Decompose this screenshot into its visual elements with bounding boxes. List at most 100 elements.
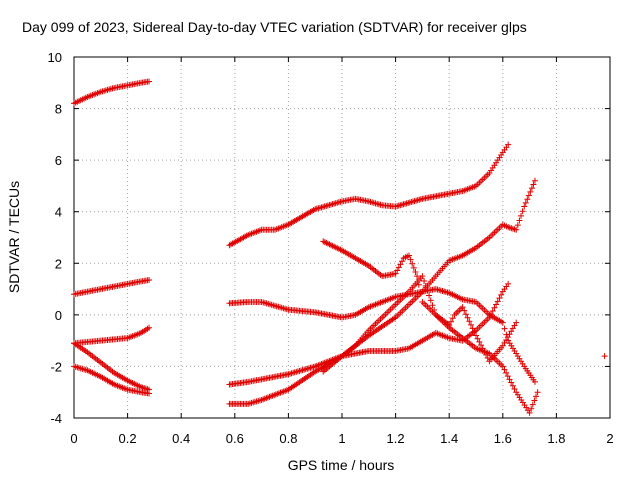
- data-point: [412, 269, 419, 276]
- y-tick-label: 6: [55, 153, 62, 168]
- chart-title: Day 099 of 2023, Sidereal Day-to-day VTE…: [22, 19, 527, 35]
- series-arc-4: [71, 340, 153, 393]
- data-point: [464, 314, 471, 321]
- data-point: [466, 318, 473, 325]
- data-point: [489, 307, 496, 314]
- x-tick-label: 0: [70, 431, 77, 446]
- data-point: [446, 322, 453, 329]
- data-point: [506, 376, 513, 383]
- data-point: [516, 217, 523, 224]
- y-tick-label: -2: [50, 359, 62, 374]
- data-point: [519, 208, 526, 215]
- y-tick-label: 0: [55, 308, 62, 323]
- data-point: [462, 311, 469, 318]
- data-point: [518, 212, 525, 219]
- series-arc-7: [226, 286, 538, 385]
- data-point: [522, 199, 529, 206]
- data-point: [501, 366, 508, 373]
- grid: [74, 57, 610, 418]
- data-point: [494, 298, 501, 305]
- data-point: [529, 401, 536, 408]
- x-axis-label: GPS time / hours: [288, 457, 395, 473]
- x-tick-label: 0.2: [119, 431, 137, 446]
- data-point: [461, 307, 468, 314]
- series-arc-9: [226, 177, 538, 407]
- data-point: [427, 297, 434, 304]
- data-point: [503, 369, 510, 376]
- x-tick-label: 0.6: [226, 431, 244, 446]
- data-point: [421, 278, 428, 285]
- data-point: [531, 378, 538, 385]
- x-tick-label: 0.4: [172, 431, 190, 446]
- data-point: [488, 311, 495, 318]
- data-point: [474, 335, 481, 342]
- data-point: [521, 203, 528, 210]
- data-point: [146, 277, 153, 284]
- data-point: [422, 282, 429, 289]
- data-point: [528, 405, 535, 412]
- data-point: [601, 353, 608, 360]
- series-arc-6: [226, 141, 512, 249]
- data-point: [528, 185, 535, 192]
- series-arc-10: [320, 238, 541, 416]
- data-point: [424, 287, 431, 294]
- data-point: [409, 260, 416, 267]
- data-point: [414, 273, 421, 280]
- data-point: [496, 295, 503, 302]
- x-tick-label: 1: [338, 431, 345, 446]
- data-point: [146, 390, 153, 397]
- data-point: [479, 345, 486, 352]
- data-point: [530, 181, 537, 188]
- data-point: [533, 393, 540, 400]
- data-point: [395, 264, 402, 271]
- data-point: [469, 325, 476, 332]
- data-point: [449, 315, 456, 322]
- y-tick-label: 4: [55, 205, 62, 220]
- data-point: [526, 409, 533, 416]
- series-arc-2: [71, 277, 153, 298]
- series-arc-12: [601, 353, 608, 360]
- data-point: [511, 385, 518, 392]
- data-point: [426, 292, 433, 299]
- data-point: [399, 258, 406, 265]
- data-point: [531, 177, 538, 184]
- data-point: [473, 332, 479, 339]
- x-tick-label: 0.8: [279, 431, 297, 446]
- data-point: [499, 363, 506, 370]
- x-tick-label: 2: [606, 431, 613, 446]
- data-point: [513, 319, 520, 326]
- data-point: [397, 261, 404, 268]
- data-point: [534, 389, 541, 396]
- y-tick-label: 10: [48, 50, 62, 65]
- data-point: [392, 270, 399, 277]
- data-point: [484, 355, 491, 362]
- data-point: [524, 196, 531, 203]
- data-point: [493, 301, 500, 308]
- data-point: [499, 319, 506, 326]
- data-point: [394, 267, 401, 274]
- x-tick-label: 1.8: [547, 431, 565, 446]
- y-tick-label: 8: [55, 102, 62, 117]
- data-point: [476, 338, 483, 345]
- data-point: [459, 304, 466, 311]
- y-axis-label: SDTVAR / TECUs: [6, 181, 22, 293]
- data-point: [483, 351, 490, 358]
- data-point: [471, 328, 478, 335]
- series-arc-3: [71, 324, 153, 347]
- data-point: [486, 314, 493, 321]
- series-arc-1: [71, 78, 153, 107]
- data-marks: [71, 78, 608, 416]
- series-arc-5: [71, 363, 153, 397]
- data-point: [531, 397, 538, 404]
- data-point: [527, 188, 534, 195]
- y-tick-labels: -4 -2 0 2 4 6 8 10: [48, 50, 62, 426]
- data-point: [429, 302, 436, 309]
- data-point: [498, 291, 505, 298]
- data-point: [525, 192, 532, 199]
- series-arc-11: [320, 273, 520, 375]
- data-point: [505, 280, 512, 287]
- x-tick-label: 1.2: [387, 431, 405, 446]
- data-point: [501, 325, 508, 332]
- x-tick-label: 1.6: [494, 431, 512, 446]
